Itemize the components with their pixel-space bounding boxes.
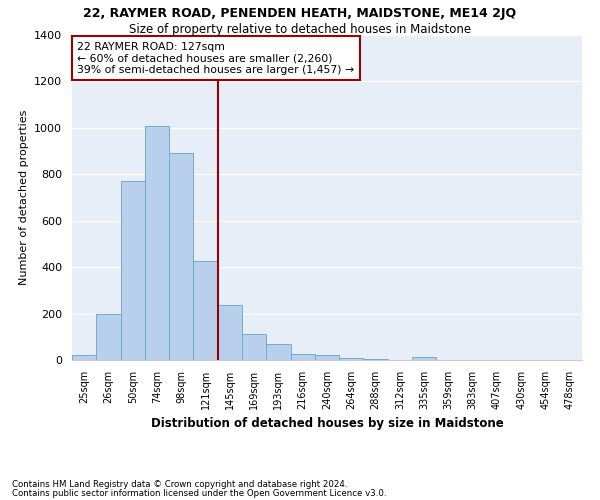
Text: Size of property relative to detached houses in Maidstone: Size of property relative to detached ho… bbox=[129, 22, 471, 36]
Text: 22, RAYMER ROAD, PENENDEN HEATH, MAIDSTONE, ME14 2JQ: 22, RAYMER ROAD, PENENDEN HEATH, MAIDSTO… bbox=[83, 8, 517, 20]
Bar bbox=[412, 356, 436, 360]
Bar bbox=[266, 344, 290, 360]
Bar bbox=[290, 354, 315, 360]
Bar bbox=[72, 356, 96, 360]
Bar bbox=[315, 356, 339, 360]
Bar bbox=[193, 262, 218, 360]
Text: Contains HM Land Registry data © Crown copyright and database right 2024.: Contains HM Land Registry data © Crown c… bbox=[12, 480, 347, 489]
Bar bbox=[169, 154, 193, 360]
Bar bbox=[339, 358, 364, 360]
Bar bbox=[364, 359, 388, 360]
X-axis label: Distribution of detached houses by size in Maidstone: Distribution of detached houses by size … bbox=[151, 418, 503, 430]
Bar bbox=[145, 126, 169, 360]
Y-axis label: Number of detached properties: Number of detached properties bbox=[19, 110, 29, 285]
Bar bbox=[121, 181, 145, 360]
Bar bbox=[218, 306, 242, 360]
Text: Contains public sector information licensed under the Open Government Licence v3: Contains public sector information licen… bbox=[12, 488, 386, 498]
Bar bbox=[242, 334, 266, 360]
Bar bbox=[96, 314, 121, 360]
Text: 22 RAYMER ROAD: 127sqm
← 60% of detached houses are smaller (2,260)
39% of semi-: 22 RAYMER ROAD: 127sqm ← 60% of detached… bbox=[77, 42, 354, 74]
